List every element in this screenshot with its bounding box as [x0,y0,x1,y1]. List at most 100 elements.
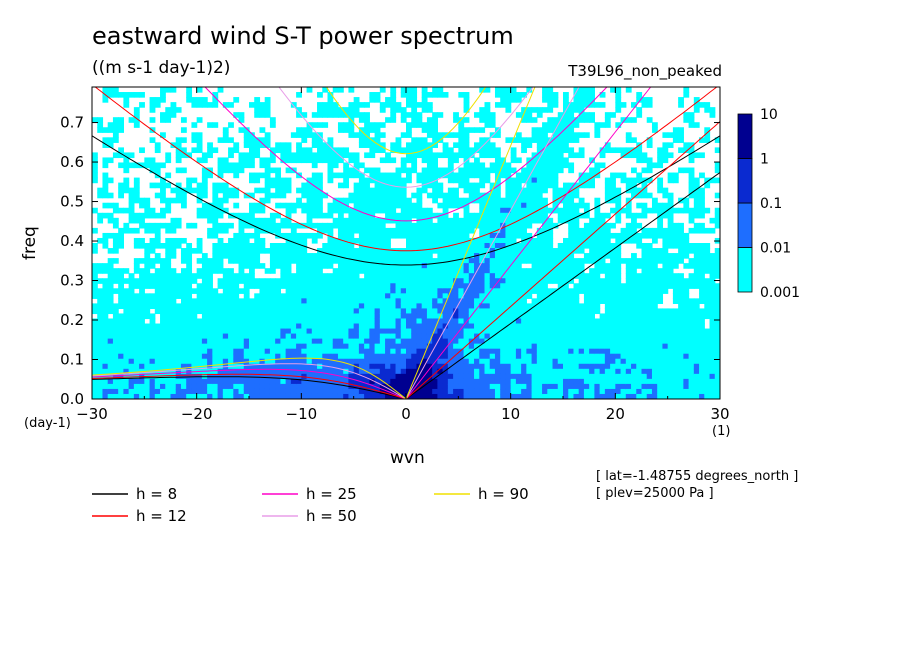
heatmap-cell [311,288,318,294]
heatmap-cell [92,348,98,355]
heatmap-cell [437,202,444,209]
heatmap-cell [426,268,433,274]
heatmap-cell [259,313,266,320]
heatmap-cell [421,303,428,310]
heatmap-cell [636,112,643,118]
heatmap-cell [599,147,606,154]
heatmap-cell [406,237,412,244]
heatmap-cell [589,393,595,399]
heatmap-cell [631,102,637,108]
heatmap-cell [646,268,653,274]
heatmap-cell [583,232,590,239]
heatmap-cell [364,122,370,128]
heatmap-cell [536,112,543,118]
heatmap-cell [358,232,365,239]
heatmap-cell [212,323,219,330]
heatmap-cell [484,378,491,385]
heatmap-cell [275,253,281,259]
heatmap-cell [165,318,172,325]
heatmap-cell [385,348,391,355]
heatmap-cell [269,217,276,224]
heatmap-cell [165,227,172,234]
heatmap-cell [631,303,637,310]
heatmap-cell [521,217,527,224]
heatmap-cell [238,308,245,315]
heatmap-cell [453,368,459,375]
heatmap-cell [139,92,145,98]
heatmap-cell [557,212,564,219]
heatmap-cell [191,348,198,355]
heatmap-cell [102,348,109,355]
heatmap-cell [641,97,648,103]
heatmap-cell [542,298,548,304]
heatmap-cell [437,87,444,93]
heatmap-cell [463,197,470,204]
heatmap-cell [447,378,454,385]
heatmap-cell [175,293,182,299]
heatmap-cell [322,248,329,254]
heatmap-cell [631,237,637,244]
heatmap-cell [599,212,606,219]
heatmap-cell [620,293,627,299]
heatmap-cell [238,348,245,355]
heatmap-cell [385,197,391,204]
heatmap-cell [243,248,250,254]
heatmap-cell [222,137,229,143]
heatmap-cell [385,343,391,350]
heatmap-cell [421,308,428,315]
heatmap-cell [395,348,402,355]
heatmap-cell [175,368,182,375]
heatmap-cell [196,142,203,148]
heatmap-cell [542,373,548,380]
heatmap-cell [411,253,418,259]
heatmap-cell [369,308,376,315]
heatmap-cell [180,117,187,123]
heatmap-cell [301,323,308,330]
heatmap-cell [568,333,575,340]
heatmap-cell [201,278,208,284]
heatmap-cell [583,293,590,299]
heatmap-cell [170,278,177,284]
heatmap-cell [374,283,381,289]
heatmap-cell [238,232,245,239]
heatmap-cell [578,348,585,355]
heatmap-cell [557,298,564,304]
heatmap-cell [631,152,637,159]
heatmap-cell [489,278,496,284]
heatmap-cell [332,298,339,304]
heatmap-cell [531,388,538,395]
heatmap-cell [139,303,145,310]
heatmap-cell [536,293,543,299]
heatmap-cell [160,87,166,93]
heatmap-cell [296,172,302,179]
heatmap-cell [599,373,606,380]
heatmap-cell [589,348,595,355]
heatmap-cell [317,283,323,289]
heatmap-cell [400,207,407,214]
heatmap-cell [254,263,261,269]
heatmap-cell [411,142,418,148]
heatmap-cell [594,388,601,395]
heatmap-cell [228,308,234,315]
heatmap-cell [285,353,292,360]
heatmap-cell [222,378,229,385]
heatmap-cell [620,333,627,340]
heatmap-cell [112,117,119,123]
heatmap-cell [264,348,271,355]
heatmap-cell [269,147,276,154]
heatmap-cell [531,237,538,244]
heatmap-cell [149,157,156,164]
heatmap-cell [170,253,177,259]
heatmap-cell [416,187,423,194]
heatmap-cell [327,142,334,148]
heatmap-cell [337,112,344,118]
heatmap-cell [275,328,281,335]
heatmap-cell [358,323,365,330]
heatmap-cell [170,227,177,234]
heatmap-cell [615,237,622,244]
heatmap-cell [196,383,203,390]
heatmap-cell [311,112,318,118]
heatmap-cell [531,288,538,294]
heatmap-cell [348,222,355,229]
heatmap-cell [515,288,522,294]
